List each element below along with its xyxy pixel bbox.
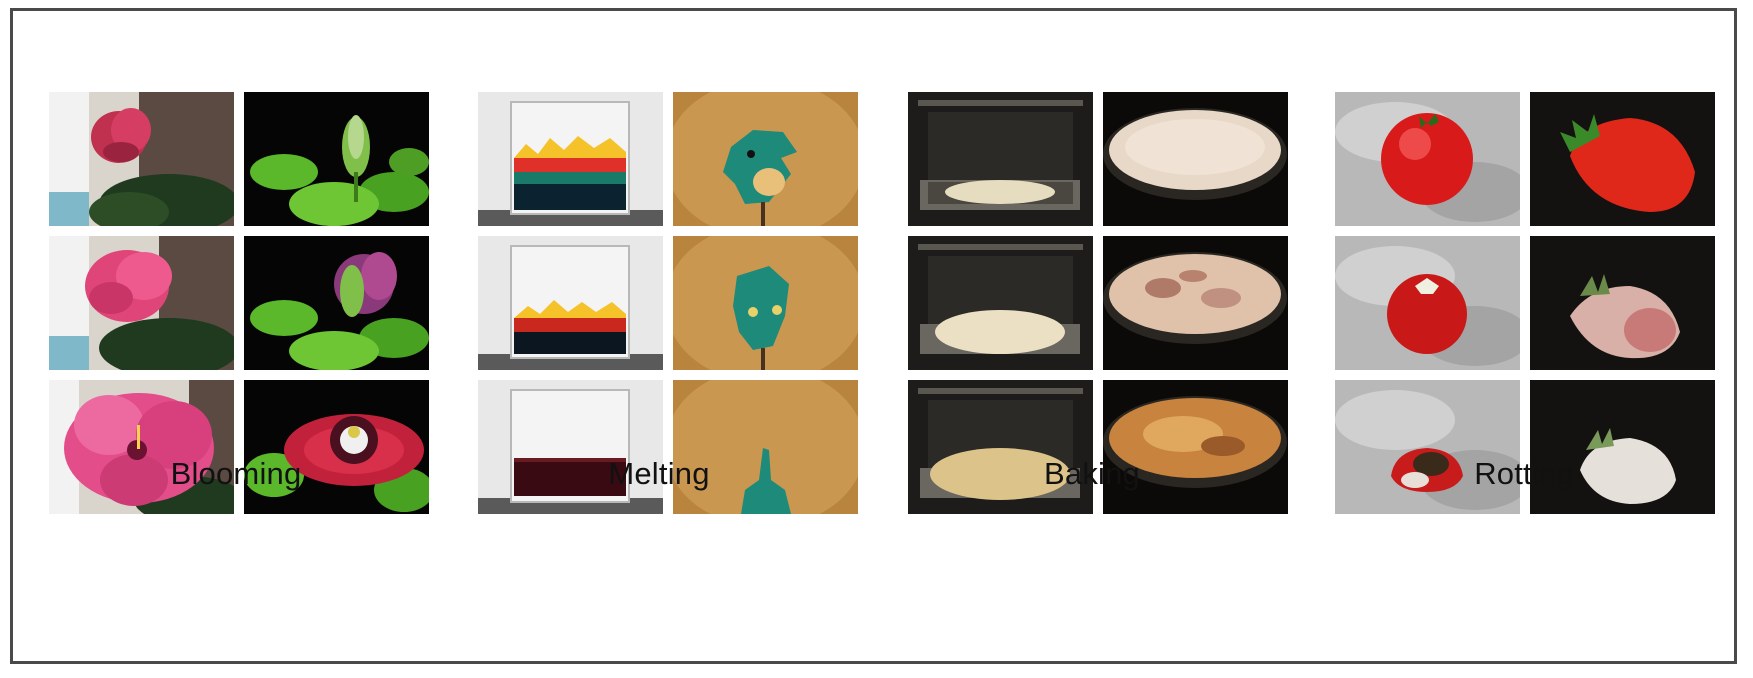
- rotting-group: [1335, 92, 1721, 514]
- passionflower-frame-3: [244, 380, 429, 514]
- wax-figure-frame-3: [673, 380, 858, 514]
- passionflower-frame-2: [244, 236, 429, 370]
- pan-frame-1: [1103, 92, 1288, 226]
- caption-baking: Baking: [1044, 456, 1140, 491]
- blooming-group: [49, 92, 435, 514]
- pan-frame-2: [1103, 236, 1288, 370]
- passionflower-frame-1: [244, 92, 429, 226]
- tomato-frame-2: [1335, 236, 1520, 370]
- baking-group: [908, 92, 1294, 514]
- strawberry-frame-1: [1530, 92, 1715, 226]
- oven-frame-3: [908, 380, 1093, 514]
- vase-frame-1: [478, 92, 663, 226]
- oven-frame-2: [908, 236, 1093, 370]
- caption-blooming: Blooming: [170, 456, 302, 491]
- strawberry-frame-2: [1530, 236, 1715, 370]
- wax-figure-frame-1: [673, 92, 858, 226]
- tomato-frame-1: [1335, 92, 1520, 226]
- oven-frame-1: [908, 92, 1093, 226]
- hibiscus-frame-2: [49, 236, 234, 370]
- melting-group: [478, 92, 864, 514]
- vase-frame-3: [478, 380, 663, 514]
- wax-figure-frame-2: [673, 236, 858, 370]
- hibiscus-frame-3: [49, 380, 234, 514]
- vase-frame-2: [478, 236, 663, 370]
- pan-frame-3: [1103, 380, 1288, 514]
- strawberry-frame-3: [1530, 380, 1715, 514]
- tomato-frame-3: [1335, 380, 1520, 514]
- caption-rotting: Rotting: [1474, 456, 1574, 491]
- hibiscus-frame-1: [49, 92, 234, 226]
- caption-melting: Melting: [608, 456, 710, 491]
